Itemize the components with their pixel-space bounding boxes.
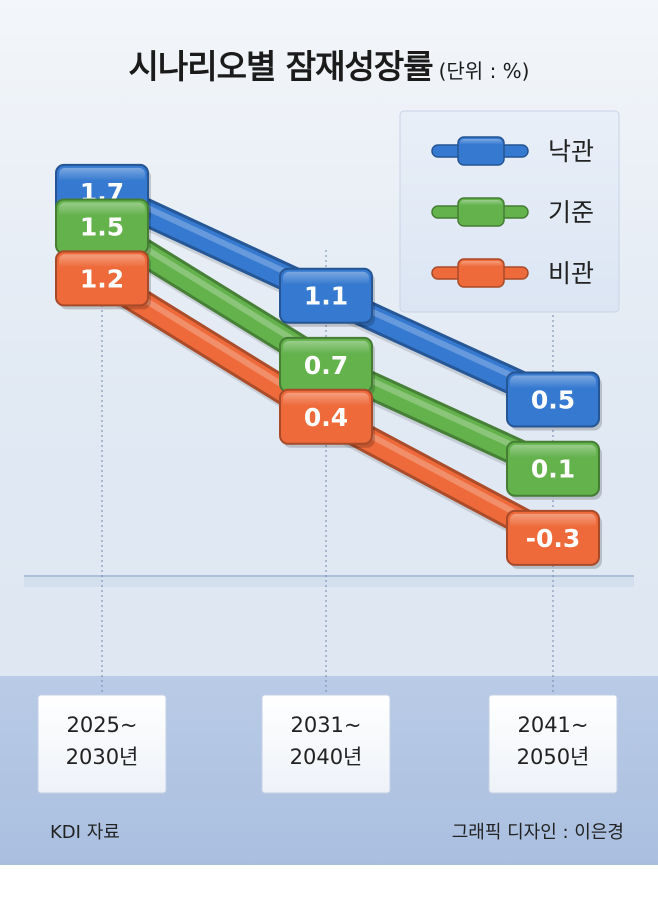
data-point-label: -0.3 <box>506 509 602 569</box>
x-tick-box: 2025~ 2030년 <box>37 694 167 794</box>
graphic-credit: 그래픽 디자인 : 이은경 <box>451 822 624 843</box>
data-point-label: 0.1 <box>506 440 602 500</box>
x-tick-label: 2031~ <box>290 713 361 737</box>
source-note: KDI 자료 <box>50 822 120 843</box>
horizon-shadow <box>24 577 634 587</box>
data-point-label: 1.5 <box>55 198 151 258</box>
legend-label: 기준 <box>548 198 594 227</box>
data-value-text: 0.1 <box>531 455 575 484</box>
x-tick-label: 2041~ <box>517 713 588 737</box>
data-value-text: 1.2 <box>80 264 124 293</box>
legend-label: 비관 <box>548 259 594 288</box>
legend-label: 낙관 <box>548 137 594 166</box>
chart-title-block: 시나리오별 잠재성장률 (단위 : %) <box>0 40 658 88</box>
x-tick-box: 2041~ 2050년 <box>488 694 618 794</box>
data-point-label: 0.5 <box>506 371 602 431</box>
x-tick-label: 2050년 <box>517 745 590 769</box>
page-margin <box>0 865 658 905</box>
data-value-text: 0.5 <box>531 386 575 415</box>
data-value-text: 1.5 <box>80 213 124 242</box>
x-tick-label: 2030년 <box>66 745 139 769</box>
data-value-text: 0.7 <box>304 351 348 380</box>
x-tick-label: 2040년 <box>290 745 363 769</box>
x-tick-box: 2031~ 2040년 <box>261 694 391 794</box>
x-tick-label: 2025~ <box>66 713 137 737</box>
data-value-text: 0.4 <box>304 403 348 432</box>
chart-title: 시나리오별 잠재성장률 <box>128 47 434 86</box>
legend-item: 낙관 <box>431 136 594 166</box>
data-point-label: 0.4 <box>279 388 375 448</box>
data-value-text: 1.1 <box>304 282 348 311</box>
data-point-label: 0.7 <box>279 336 375 396</box>
data-value-text: -0.3 <box>526 524 581 553</box>
chart-unit: (단위 : %) <box>438 59 530 83</box>
legend-item: 비관 <box>431 258 594 288</box>
legend-item: 기준 <box>431 197 594 227</box>
data-point-label: 1.1 <box>279 267 375 327</box>
data-point-label: 1.2 <box>55 250 151 310</box>
